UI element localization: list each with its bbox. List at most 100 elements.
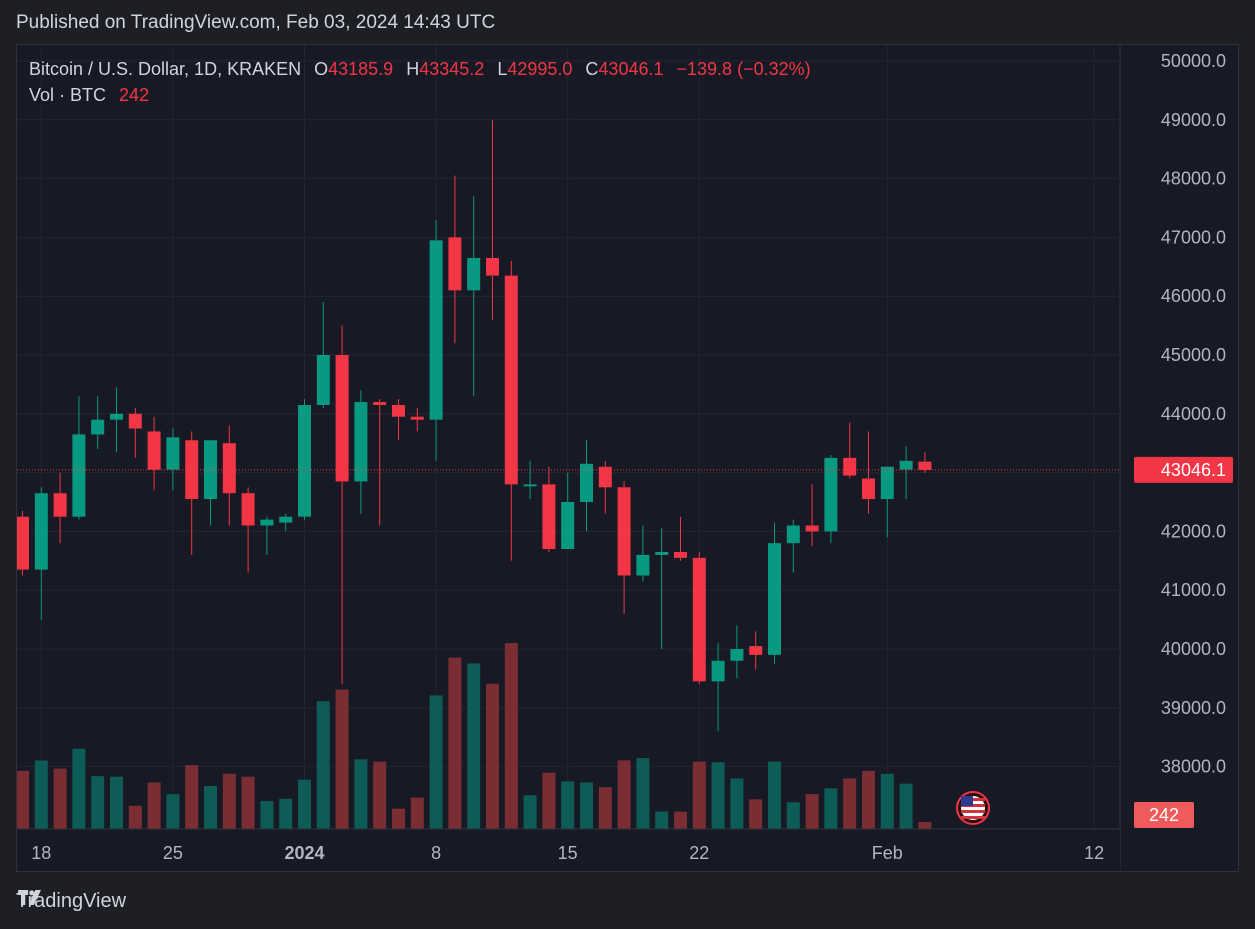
us-flag-canton <box>961 796 973 806</box>
candle-body[interactable] <box>692 557 706 682</box>
volume-bar <box>410 797 424 829</box>
candle-body[interactable] <box>279 516 293 523</box>
candle-body[interactable] <box>166 437 180 470</box>
time-tick-label: 15 <box>558 843 578 863</box>
footer-brand[interactable]: TradingView <box>16 890 126 913</box>
volume-legend: Vol · BTC 242 <box>29 85 149 106</box>
candle-body[interactable] <box>824 457 838 532</box>
volume-bar <box>147 782 161 829</box>
volume-bar <box>824 788 838 829</box>
candle-body[interactable] <box>298 404 311 517</box>
candle-body[interactable] <box>899 460 913 470</box>
candle-body[interactable] <box>260 519 274 526</box>
candle-body[interactable] <box>410 416 424 420</box>
candle-body[interactable] <box>392 404 405 417</box>
candle-body[interactable] <box>561 502 575 550</box>
candle-body[interactable] <box>542 484 556 550</box>
time-tick-label: 8 <box>431 843 441 863</box>
candle-body[interactable] <box>241 493 255 526</box>
time-tick-label: 12 <box>1084 843 1104 863</box>
candle-body[interactable] <box>72 434 86 517</box>
time-tick-label: 18 <box>31 843 51 863</box>
candle-body[interactable] <box>843 457 857 476</box>
candle-body[interactable] <box>147 431 161 470</box>
price-tick-label: 42000.0 <box>1161 521 1226 541</box>
candle-body[interactable] <box>467 257 481 291</box>
candle-body[interactable] <box>768 543 781 655</box>
published-note: Published on TradingView.com, Feb 03, 20… <box>16 12 496 33</box>
volume-bar <box>373 761 387 829</box>
time-tick-label: 2024 <box>284 843 324 863</box>
volume-bar <box>692 761 706 829</box>
volume-bar <box>241 776 255 829</box>
price-tick-label: 45000.0 <box>1161 345 1226 365</box>
volume-bar <box>768 761 781 829</box>
volume-bar <box>655 811 669 829</box>
candle-body[interactable] <box>204 440 217 500</box>
volume-bar <box>561 781 575 829</box>
symbol-label[interactable]: Bitcoin / U.S. Dollar, 1D, KRAKEN <box>29 59 302 79</box>
price-tick-label: 40000.0 <box>1161 639 1226 659</box>
volume-bar <box>110 776 123 829</box>
candle-body[interactable] <box>580 463 593 502</box>
volume-bar <box>34 760 48 829</box>
candle-body[interactable] <box>448 237 462 291</box>
candle-body[interactable] <box>354 402 368 482</box>
last-volume-tag <box>1134 802 1194 828</box>
candle-body[interactable] <box>128 413 142 429</box>
volume-bar <box>862 770 875 829</box>
candle-body[interactable] <box>880 466 894 500</box>
candle-body[interactable] <box>53 493 67 517</box>
volume-bar <box>91 776 105 829</box>
candle-body[interactable] <box>730 649 744 661</box>
time-tick-label: 22 <box>689 843 709 863</box>
candle-body[interactable] <box>617 487 631 576</box>
candle-body[interactable] <box>504 275 518 485</box>
candle-body[interactable] <box>918 461 932 470</box>
volume-bar <box>222 773 236 829</box>
volume-bar <box>843 778 857 829</box>
candle-body[interactable] <box>749 646 763 655</box>
volume-bar <box>166 794 180 829</box>
candle-body[interactable] <box>711 660 725 682</box>
candlestick-chart[interactable]: 38000.039000.040000.041000.042000.043000… <box>17 45 1239 872</box>
candle-body[interactable] <box>598 466 612 488</box>
volume-bar <box>918 822 932 829</box>
candle-body[interactable] <box>222 443 236 494</box>
volume-bar <box>185 765 199 829</box>
candle-body[interactable] <box>34 493 48 570</box>
candle-body[interactable] <box>862 478 875 500</box>
volume-value: 242 <box>119 85 150 105</box>
ohlc-close-key: C <box>585 59 599 79</box>
price-tick-label: 44000.0 <box>1161 404 1226 424</box>
volume-bar <box>354 759 368 829</box>
candle-body[interactable] <box>805 525 819 532</box>
volume-bar <box>279 798 293 829</box>
candle-body[interactable] <box>17 516 29 570</box>
candle-body[interactable] <box>373 402 387 405</box>
ohlc-low-key: L <box>497 59 508 79</box>
candle-body[interactable] <box>91 419 105 435</box>
candle-body[interactable] <box>316 355 330 405</box>
volume-bar <box>429 695 443 829</box>
volume-bar <box>128 805 142 829</box>
candle-body[interactable] <box>655 551 669 555</box>
candle-body[interactable] <box>636 554 650 576</box>
candle-body[interactable] <box>523 484 537 487</box>
candle-body[interactable] <box>335 355 349 482</box>
candle-body[interactable] <box>786 525 800 544</box>
ohlc-high-key: H <box>406 59 420 79</box>
volume-label[interactable]: Vol · BTC <box>29 85 107 105</box>
chart-frame[interactable]: 38000.039000.040000.041000.042000.043000… <box>16 44 1239 872</box>
candle-body[interactable] <box>110 413 123 420</box>
volume-bar <box>617 760 631 829</box>
volume-bar <box>448 657 462 829</box>
volume-bar <box>523 795 537 829</box>
candle-body[interactable] <box>429 240 443 420</box>
ohlc-open-key: O <box>314 59 329 79</box>
volume-bar <box>53 768 67 829</box>
candle-body[interactable] <box>486 257 499 276</box>
price-tick-label: 38000.0 <box>1161 757 1226 777</box>
volume-bar <box>880 773 894 829</box>
candle-body[interactable] <box>674 551 687 558</box>
